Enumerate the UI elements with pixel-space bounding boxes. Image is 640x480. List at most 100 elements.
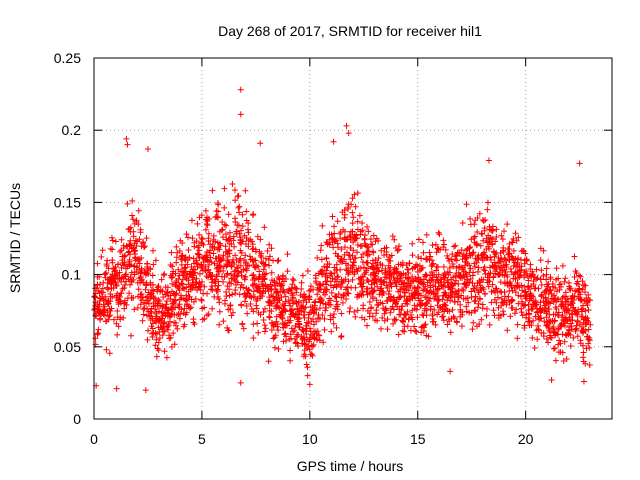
data-point: [243, 302, 250, 309]
data-point: [470, 319, 477, 326]
data-point: [549, 281, 556, 288]
data-point: [279, 273, 286, 280]
data-point: [455, 280, 462, 287]
data-point: [421, 322, 428, 329]
data-point: [114, 270, 121, 277]
y-tick-label: 0.05: [54, 339, 81, 355]
data-point: [578, 313, 585, 320]
data-point: [420, 328, 427, 335]
data-point: [507, 278, 514, 285]
data-point: [383, 307, 390, 314]
data-point: [560, 358, 567, 365]
data-point: [334, 266, 341, 273]
data-point: [328, 328, 335, 335]
data-point: [390, 306, 397, 313]
data-point: [261, 224, 268, 231]
data-point: [364, 291, 371, 298]
data-point: [382, 269, 389, 276]
data-point: [275, 346, 282, 353]
data-point: [518, 293, 525, 300]
data-point: [135, 286, 142, 293]
data-point: [205, 215, 212, 222]
data-point: [362, 232, 369, 239]
data-point: [428, 262, 435, 269]
data-point: [179, 284, 186, 291]
data-point: [319, 271, 326, 278]
data-point: [121, 253, 128, 260]
data-point: [118, 290, 125, 297]
data-point: [221, 185, 228, 192]
data-point: [250, 211, 257, 218]
data-point: [576, 160, 583, 167]
data-point: [147, 266, 154, 273]
data-point: [137, 226, 144, 233]
data-point: [167, 292, 174, 299]
data-point: [463, 254, 470, 261]
data-point: [141, 269, 148, 276]
data-point: [159, 313, 166, 320]
data-point: [387, 309, 394, 316]
data-point: [173, 311, 180, 318]
data-point: [525, 301, 532, 308]
data-point: [236, 203, 243, 210]
data-point: [491, 253, 498, 260]
data-point: [497, 250, 504, 257]
data-point: [116, 294, 123, 301]
data-point: [209, 305, 216, 312]
data-point: [523, 268, 530, 275]
data-point: [209, 286, 216, 293]
data-point: [268, 326, 275, 333]
data-point: [538, 314, 545, 321]
data-point: [420, 276, 427, 283]
data-point: [378, 267, 385, 274]
data-point: [405, 270, 412, 277]
data-point: [110, 316, 117, 323]
data-point: [249, 272, 256, 279]
data-point: [153, 286, 160, 293]
data-point: [177, 310, 184, 317]
data-point: [117, 316, 124, 323]
data-point: [406, 260, 413, 267]
data-point: [511, 310, 518, 317]
data-point: [271, 334, 278, 341]
data-point: [423, 300, 430, 307]
data-point: [467, 215, 474, 222]
data-point: [331, 230, 338, 237]
data-point: [215, 253, 222, 260]
data-point: [235, 204, 242, 211]
data-point: [242, 273, 249, 280]
data-point: [159, 303, 166, 310]
data-point: [166, 318, 173, 325]
data-point: [136, 275, 143, 282]
data-point: [184, 261, 191, 268]
data-point: [474, 229, 481, 236]
data-point: [434, 264, 441, 271]
data-point: [266, 262, 273, 269]
data-point: [284, 251, 291, 258]
data-point: [205, 311, 212, 318]
data-point: [152, 313, 159, 320]
data-point: [525, 284, 532, 291]
data-point: [260, 259, 267, 266]
data-point: [463, 308, 470, 315]
data-point: [163, 290, 170, 297]
data-point: [349, 195, 356, 202]
data-point: [543, 335, 550, 342]
data-point: [506, 299, 513, 306]
data-point: [427, 306, 434, 313]
data-point: [544, 322, 551, 329]
data-point: [242, 294, 249, 301]
data-point: [545, 299, 552, 306]
data-point: [134, 304, 141, 311]
data-point: [506, 240, 513, 247]
data-point: [396, 293, 403, 300]
data-point: [191, 243, 198, 250]
data-point: [585, 306, 592, 313]
data-point: [282, 293, 289, 300]
data-point: [459, 286, 466, 293]
data-point: [156, 335, 163, 342]
data-point: [231, 243, 238, 250]
data-point: [181, 265, 188, 272]
data-point: [170, 330, 177, 337]
data-point: [161, 328, 168, 335]
